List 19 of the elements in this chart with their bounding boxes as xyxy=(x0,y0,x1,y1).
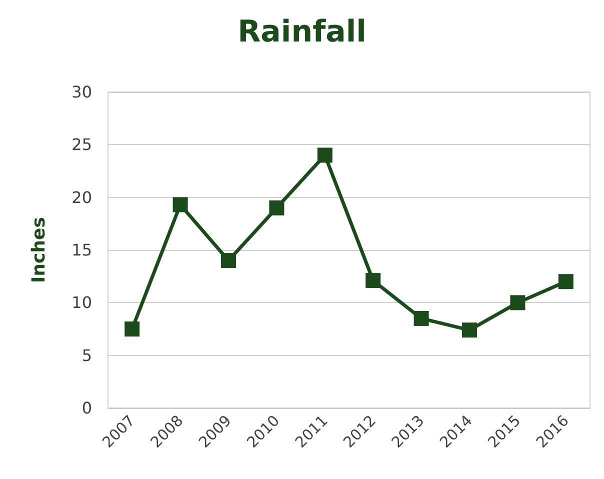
y-tick-label: 15 xyxy=(72,240,92,260)
y-tick-label: 5 xyxy=(82,346,92,365)
y-tick-label: 25 xyxy=(72,135,92,154)
point xyxy=(269,200,284,216)
point xyxy=(317,148,332,163)
y-tick-label: 10 xyxy=(72,293,92,312)
point xyxy=(221,253,236,268)
point xyxy=(414,310,429,326)
y-tick-label: 0 xyxy=(82,398,92,418)
y-tick-label: 30 xyxy=(72,82,92,102)
chart-title: Rainfall xyxy=(238,14,366,50)
point xyxy=(462,322,477,338)
y-tick-label: 20 xyxy=(72,188,92,207)
point xyxy=(124,322,140,336)
point xyxy=(172,197,188,212)
point xyxy=(558,274,574,290)
point xyxy=(366,273,381,288)
y-axis-title: Inches xyxy=(28,217,50,283)
point xyxy=(510,295,526,310)
